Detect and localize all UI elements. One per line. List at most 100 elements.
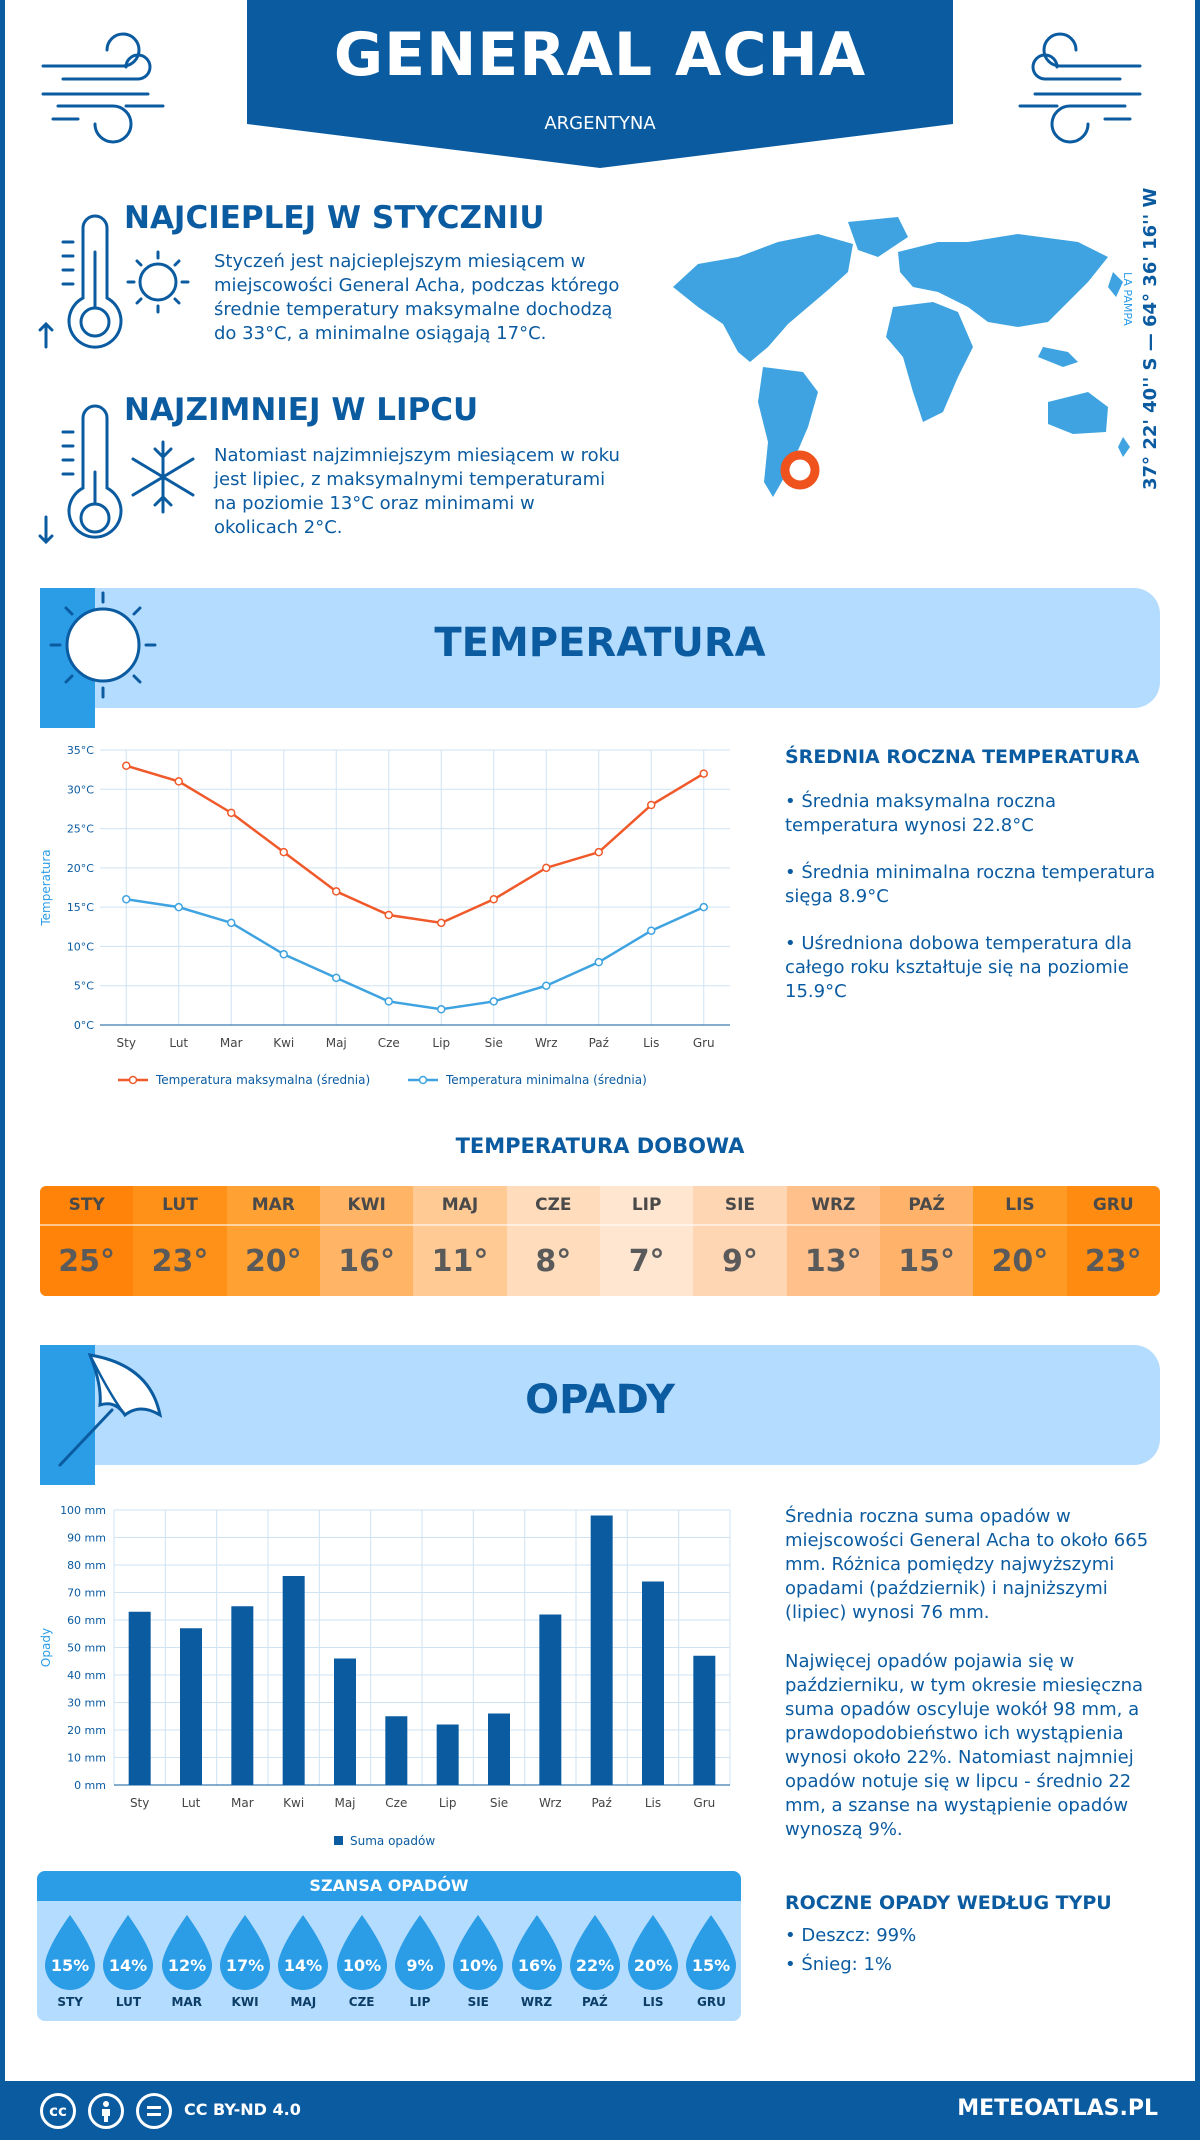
bar [488, 1713, 510, 1785]
chance-value: 14% [284, 1956, 322, 1975]
x-tick-label: Gru [693, 1796, 715, 1810]
chance-drop: 14% MAJ [274, 1913, 332, 2009]
precip-chance-panel: SZANSA OPADÓW 15% STY 14% LUT 12% MAR 17% KWI 14… [37, 1871, 741, 2021]
x-tick-label: Lis [643, 1036, 659, 1050]
y-tick-label: 50 mm [67, 1642, 106, 1655]
y-tick-label: 30 mm [67, 1697, 106, 1710]
chance-month: STY [57, 1995, 83, 2009]
daily-month: LIP [631, 1195, 662, 1215]
legend-label: Temperatura minimalna (średnia) [445, 1073, 647, 1087]
chance-drop: 22% PAŹ [566, 1913, 624, 2009]
daily-month: GRU [1092, 1195, 1134, 1215]
daily-value: 7° [599, 1224, 694, 1296]
legend-label: Suma opadów [350, 1834, 435, 1848]
y-tick-label: 0°C [74, 1019, 94, 1032]
daily-column: LUT 23° [133, 1186, 227, 1296]
hot-thermometer-icon [38, 214, 190, 349]
daily-value: 25° [40, 1224, 134, 1296]
chance-value: 15% [51, 1956, 89, 1975]
data-point [384, 910, 393, 920]
chance-drop: 14% LUT [99, 1913, 157, 2009]
raindrop-icon: 10% [453, 1915, 504, 1990]
annual-temperature-title: ŚREDNIA ROCZNA TEMPERATURA [785, 746, 1140, 768]
x-tick-label: Sie [490, 1796, 508, 1810]
annual-daily-bullet: • Uśredniona dobowa temperatura dla całeg… [785, 933, 1133, 1002]
x-tick-label: Gru [693, 1036, 715, 1050]
data-point [279, 847, 288, 857]
data-point [227, 918, 236, 928]
legend-label: Temperatura maksymalna (średnia) [155, 1073, 370, 1087]
umbrella-rain-icon [40, 1345, 163, 1485]
country-name: ARGENTYNA [544, 113, 656, 134]
rain-share: • Deszcz: 99% [785, 1925, 917, 1946]
raindrop-icon: 17% [220, 1915, 271, 1990]
raindrop-icon: 10% [336, 1915, 387, 1990]
daily-value: 23° [133, 1224, 227, 1296]
sun-icon [40, 588, 157, 728]
chance-month: WRZ [520, 1995, 553, 2009]
daily-column: STY 25° [40, 1186, 134, 1296]
daily-value: 9° [693, 1224, 787, 1296]
y-tick-label: 30°C [67, 783, 94, 796]
bar [436, 1724, 459, 1785]
daily-month: PAŹ [908, 1195, 945, 1215]
data-point [437, 1005, 446, 1014]
y-tick-label: 10 mm [67, 1752, 106, 1765]
raindrop-icon: 22% [569, 1915, 620, 1990]
x-tick-label: Kwi [283, 1796, 304, 1810]
data-point [174, 777, 183, 786]
city-name: GENERAL ACHA [333, 20, 867, 90]
legend-marker [128, 1075, 138, 1085]
daily-value: 23° [1066, 1224, 1160, 1296]
legend-marker [418, 1075, 428, 1085]
data-point [437, 918, 446, 928]
x-tick-label: Paź [591, 1796, 611, 1810]
bar [385, 1716, 408, 1785]
bar [282, 1576, 305, 1785]
chance-drop: 15% STY [41, 1913, 99, 2009]
series-line [125, 764, 705, 925]
license-label: CC BY-ND 4.0 [184, 2100, 301, 2119]
chance-value: 14% [109, 1956, 147, 1975]
daily-value: 20° [226, 1224, 320, 1296]
daily-column: MAJ 11° [413, 1186, 507, 1296]
precipitation-section-header [40, 1345, 1160, 1465]
chance-value: 17% [226, 1956, 264, 1975]
bar [334, 1658, 356, 1785]
daily-temperature-table: STY 25° LUT 23° MAR 20° KWI 16° MAJ 11° CZE 8° LIP 7°… [40, 1186, 1160, 1296]
y-tick-label: 0 mm [74, 1779, 106, 1792]
raindrop-icon: 14% [103, 1915, 154, 1990]
data-point [489, 997, 498, 1006]
precip-chance-title: SZANSA OPADÓW [37, 1871, 741, 1901]
x-tick-label: Lut [182, 1796, 201, 1810]
site-link[interactable]: METEOATLAS.PL [957, 2096, 1158, 2121]
chance-value: 12% [168, 1956, 206, 1975]
y-tick-label: 100 mm [60, 1504, 106, 1517]
snow-share: • Śnieg: 1% [785, 1954, 893, 1975]
bar [539, 1614, 562, 1785]
daily-value: 15° [879, 1224, 974, 1296]
data-point [227, 808, 236, 818]
temperature-chart: 0°C 5°C 10°C 15°C 20°C 25°C 30°C 35°C Sty Lut Mar K… [39, 744, 730, 1087]
data-point [122, 895, 131, 904]
data-point [384, 997, 393, 1006]
precipitation-chart: 0 mm 10 mm 20 mm 30 mm 40 mm 50 mm 60 mm 70 mm 8… [39, 1504, 731, 1848]
daily-month: WRZ [811, 1195, 856, 1215]
y-tick-label: 70 mm [67, 1587, 106, 1600]
data-point [332, 973, 341, 983]
chance-drop: 10% CZE [332, 1913, 390, 2009]
chance-value: 15% [692, 1956, 730, 1975]
world-map [673, 217, 1130, 497]
temperature-title: TEMPERATURA [434, 620, 766, 666]
chance-value: 10% [342, 1956, 380, 1975]
chance-value: 9% [406, 1956, 433, 1975]
daily-column: LIP 7° [599, 1186, 694, 1296]
daily-column: WRZ 13° [786, 1186, 880, 1296]
chance-drop: 15% GRU [682, 1913, 740, 2009]
attribution-icon [88, 2093, 124, 2129]
x-tick-label: Lip [439, 1796, 457, 1810]
annual-min-bullet: • Średnia minimalna roczna temperatura si… [785, 862, 1156, 907]
y-tick-label: 80 mm [67, 1559, 106, 1572]
chance-drop: 10% SIE [449, 1913, 507, 2009]
chance-value: 20% [634, 1956, 672, 1975]
